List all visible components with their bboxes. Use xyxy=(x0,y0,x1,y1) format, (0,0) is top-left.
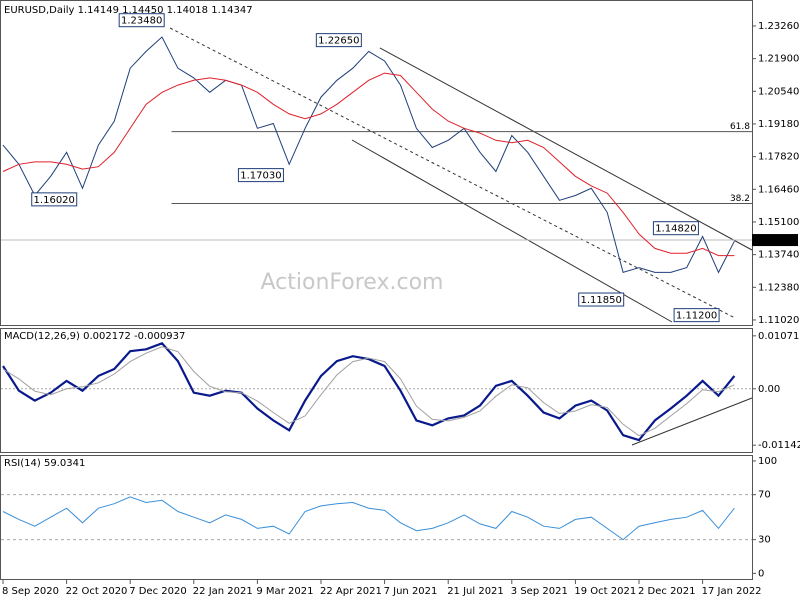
y-tick-label: 1.16460 xyxy=(758,184,799,195)
x-tick-label: 22 Oct 2020 xyxy=(66,586,128,597)
x-tick-label: 17 Jan 2022 xyxy=(702,586,762,597)
price-label: 1.23480 xyxy=(121,16,162,27)
price-label-box xyxy=(315,33,362,48)
y-tick-label: 1.23260 xyxy=(758,21,799,32)
price-label: 1.16020 xyxy=(34,195,75,206)
rsi-title: RSI(14) 59.0341 xyxy=(4,458,85,469)
y-tick-label: 1.21900 xyxy=(758,54,799,65)
series-line xyxy=(2,72,735,257)
price-label: 1.22650 xyxy=(318,36,359,47)
x-tick-label: 7 Dec 2020 xyxy=(129,586,187,597)
series-line xyxy=(2,36,735,274)
y-tick-label: 70 xyxy=(758,490,771,501)
y-tick-label: 0.010715 xyxy=(758,331,800,342)
price-title: EURUSD,Daily 1.14149 1.14450 1.14018 1.1… xyxy=(4,5,253,16)
price-label-box xyxy=(652,221,699,236)
rsi-frame xyxy=(0,455,753,580)
y-tick-label: 1.20540 xyxy=(758,86,799,97)
channel-top xyxy=(379,47,753,251)
x-tick-label: 22 Jan 2021 xyxy=(193,586,253,597)
last-price-box xyxy=(752,234,798,247)
x-tick-label: 8 Sep 2020 xyxy=(2,586,59,597)
y-tick-label: 1.19180 xyxy=(758,119,799,130)
channel-bottom xyxy=(351,139,673,323)
y-tick-label: 100 xyxy=(758,456,777,467)
last-price-label: 1.14347 xyxy=(755,235,796,246)
x-tick-label: 19 Oct 2021 xyxy=(574,586,636,597)
y-tick-label: 30 xyxy=(758,535,771,546)
price-label-box xyxy=(578,292,625,307)
price-label: 1.17030 xyxy=(240,171,281,182)
channel-mid xyxy=(169,27,736,319)
fib-label: 38.2 xyxy=(730,194,750,204)
series-line xyxy=(2,496,735,541)
x-tick-label: 2 Dec 2021 xyxy=(638,586,696,597)
macd-title: MACD(12,26,9) 0.002172 -0.000937 xyxy=(4,331,185,342)
y-tick-label: 0.00 xyxy=(758,384,780,395)
x-tick-label: 21 Jul 2021 xyxy=(447,586,504,597)
y-tick-label: -0.011424 xyxy=(758,440,800,451)
fib-label: 61.8 xyxy=(730,122,750,132)
y-tick-label: 1.13740 xyxy=(758,250,799,261)
macd-trendline xyxy=(631,397,753,446)
price-label-box xyxy=(31,192,78,207)
price-label-box xyxy=(673,308,720,323)
macd-frame xyxy=(0,328,753,453)
series-line xyxy=(2,342,736,442)
y-tick-label: 1.12380 xyxy=(758,282,799,293)
price-label: 1.14820 xyxy=(655,224,696,235)
price-label-box xyxy=(237,168,284,183)
series-line xyxy=(2,346,735,437)
y-tick-label: 0 xyxy=(758,568,764,579)
price-label: 1.11850 xyxy=(581,295,622,306)
price-label-box xyxy=(118,13,165,28)
watermark: ActionForex.com xyxy=(261,270,444,295)
x-tick-label: 3 Sep 2021 xyxy=(511,586,568,597)
x-tick-label: 9 Mar 2021 xyxy=(256,586,313,597)
y-tick-label: 1.11020 xyxy=(758,315,799,326)
price-frame xyxy=(0,0,753,326)
y-tick-label: 1.17820 xyxy=(758,152,799,163)
price-label: 1.11200 xyxy=(676,311,717,322)
y-tick-label: 1.15100 xyxy=(758,217,799,228)
x-tick-label: 22 Apr 2021 xyxy=(320,586,382,597)
x-tick-label: 7 Jun 2021 xyxy=(384,586,438,597)
